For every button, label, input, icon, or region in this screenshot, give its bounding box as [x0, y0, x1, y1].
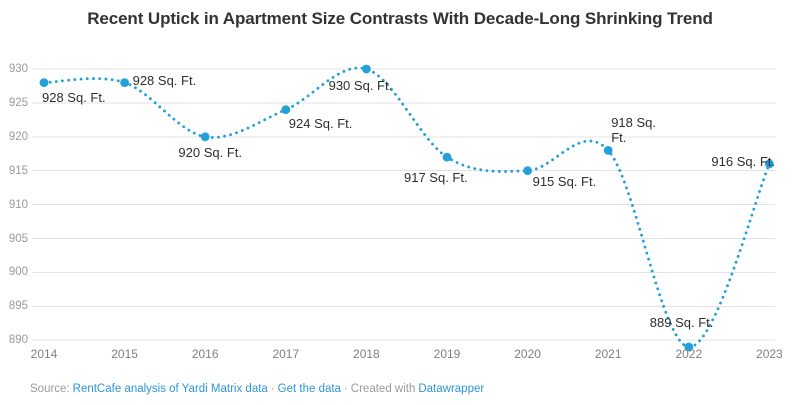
data-point-2017[interactable] — [281, 105, 291, 115]
datawrapper-link[interactable]: Datawrapper — [418, 383, 485, 395]
created-with-label: Created with — [350, 383, 416, 395]
data-point-2021[interactable] — [603, 146, 613, 155]
x-tick-label: 2022 — [675, 347, 703, 361]
point-label-2015: 928 Sq. Ft. — [132, 72, 197, 88]
source-link[interactable]: RentCafe analysis of Yardi Matrix data — [72, 383, 268, 395]
point-label-2017: 924 Sq. Ft. — [288, 115, 353, 131]
x-tick-label: 2020 — [514, 347, 541, 361]
data-point-2015[interactable] — [120, 78, 129, 87]
y-tick-label: 910 — [8, 198, 28, 211]
chart-footer: Source: RentCafe analysis of Yardi Matrix… — [30, 383, 487, 395]
point-label-2020: 915 Sq. Ft. — [532, 173, 597, 189]
data-point-2022[interactable] — [684, 342, 694, 352]
y-tick-label: 905 — [8, 232, 28, 245]
x-tick-label: 2018 — [353, 347, 380, 361]
data-point-2019[interactable] — [442, 152, 452, 162]
data-point-2016[interactable] — [200, 132, 210, 142]
x-tick-label: 2016 — [191, 347, 219, 361]
x-tick-label: 2015 — [111, 347, 138, 361]
x-tick-label: 2017 — [272, 347, 300, 361]
y-tick-label: 890 — [8, 334, 28, 347]
dotted-trend-line — [42, 66, 771, 349]
chart-title: Recent Uptick in Apartment Size Contrast… — [87, 9, 713, 28]
y-tick-label: 925 — [8, 96, 28, 109]
source-label: Source: — [30, 383, 70, 395]
x-tick-label: 2023 — [756, 347, 783, 361]
point-label-2014: 928 Sq. Ft. — [42, 89, 106, 105]
point-label-2018: 930 Sq. Ft. — [328, 78, 393, 93]
point-label-2022: 889 Sq. Ft. — [649, 314, 714, 330]
x-tick-label: 2019 — [433, 347, 461, 361]
dot-separator: · — [343, 383, 348, 395]
data-point-2020[interactable] — [523, 166, 532, 176]
x-tick-label: 2021 — [594, 347, 622, 361]
y-tick-label: 930 — [8, 63, 28, 75]
get-data-link[interactable]: Get the data — [277, 383, 341, 395]
y-tick-label: 920 — [8, 130, 28, 143]
x-tick-label: 2014 — [30, 347, 58, 361]
data-point-2023[interactable] — [765, 159, 774, 169]
y-tick-label: 895 — [8, 300, 28, 313]
point-label-2023: 916 Sq. Ft. — [711, 153, 775, 169]
data-point-2014[interactable] — [39, 78, 49, 87]
data-point-2018[interactable] — [362, 64, 371, 74]
point-label-2016: 920 Sq. Ft. — [178, 144, 242, 160]
point-label-2019: 917 Sq. Ft. — [404, 170, 468, 186]
dot-separator: · — [270, 383, 275, 395]
y-tick-label: 915 — [8, 164, 28, 177]
y-tick-label: 900 — [8, 266, 28, 279]
point-label-2021: 918 Sq. Ft. — [611, 115, 657, 145]
